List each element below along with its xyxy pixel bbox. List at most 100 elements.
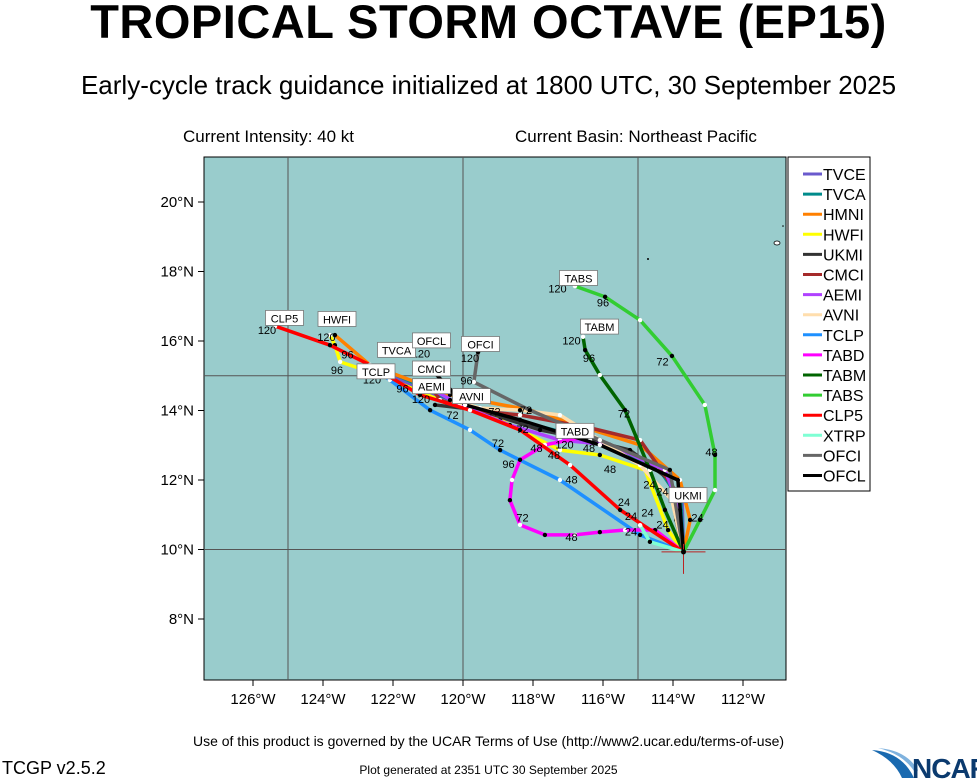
model-label: HWFI (323, 314, 351, 326)
y-tick-label: 8°N (169, 611, 194, 628)
hour-label: 48 (604, 464, 616, 476)
track-point (622, 407, 628, 413)
model-label-box (559, 270, 598, 286)
x-tick-label: 120°W (440, 691, 486, 708)
model-label: UKMI (674, 491, 702, 503)
legend-label-tvce: TVCE (823, 167, 866, 184)
x-tick-label: 116°W (581, 691, 626, 708)
track-point (507, 497, 513, 503)
y-tick-label: 18°N (160, 264, 194, 281)
hour-label: 48 (565, 474, 577, 486)
hour-label: 96 (341, 349, 353, 361)
track-point (542, 532, 548, 538)
track-point (582, 347, 588, 353)
track-point (667, 467, 673, 473)
track-tabd (508, 436, 685, 554)
hour-label: 48 (583, 443, 595, 455)
hour-label: 120 (412, 394, 430, 406)
track-point (712, 487, 718, 493)
hour-label: 72 (520, 405, 532, 417)
model-label-box (580, 318, 619, 335)
track-point (427, 407, 433, 413)
current-position-marker (661, 543, 706, 574)
legend-label-aemi: AEMI (823, 288, 862, 305)
track-point (572, 532, 578, 538)
hour-label: 48 (705, 447, 717, 459)
model-label: TABD (561, 426, 590, 438)
track-point (517, 412, 523, 418)
hour-label: 72 (656, 356, 668, 368)
hour-label: 96 (396, 383, 408, 395)
y-tick-label: 12°N (160, 472, 194, 489)
hour-label: 48 (548, 450, 560, 462)
map-grid (204, 157, 786, 680)
legend-label-ofci: OFCI (823, 448, 861, 465)
track-point (675, 477, 681, 483)
legend-label-cmci: CMCI (823, 268, 864, 285)
legend-label-ukmi: UKMI (823, 247, 863, 264)
hour-label: 120 (562, 335, 580, 347)
legend-label-xtrp: XTRP (823, 428, 866, 445)
hour-label: 120 (258, 325, 276, 337)
track-point (712, 452, 718, 458)
track-point (567, 462, 573, 468)
track-point (337, 359, 343, 365)
track-point (637, 317, 643, 323)
model-label-box (356, 363, 396, 380)
track-point (622, 527, 628, 533)
hour-label: 96 (597, 297, 609, 309)
generated-time: Plot generated at 2351 UTC 30 September … (359, 763, 618, 777)
storm-title: TROPICAL STORM OCTAVE (EP15) (90, 0, 887, 48)
track-point (597, 442, 603, 448)
x-tick-label: 118°W (511, 691, 556, 708)
legend-label-tclp: TCLP (823, 328, 864, 345)
hour-label: 24 (656, 520, 668, 532)
model-label-box (265, 310, 304, 326)
current-intensity: Current Intensity: 40 kt (183, 127, 355, 146)
track-point (597, 452, 603, 458)
track-point (517, 427, 523, 433)
hour-label: 120 (555, 440, 573, 452)
legend-box (787, 156, 871, 492)
track-point (702, 402, 708, 408)
track-point (517, 522, 523, 528)
track-point (662, 507, 668, 513)
storm-center (681, 549, 686, 555)
svg-text:NCAR: NCAR (912, 753, 977, 780)
hour-label: 24 (625, 511, 637, 523)
model-label-box (555, 422, 595, 439)
track-point (557, 412, 563, 418)
model-label-box (461, 336, 500, 352)
hour-label: 72 (516, 424, 528, 436)
hour-label: 24 (641, 507, 653, 519)
hour-label: 24 (643, 480, 655, 492)
terms-of-use: Use of this product is governed by the U… (192, 733, 785, 749)
axis-ticks: 126°W 124°W 122°W 120°W 118°W 116°W 114°W 112°W… (160, 194, 765, 708)
hour-label: 72 (618, 408, 630, 420)
hour-label: 72 (492, 438, 504, 450)
model-label: CMCI (417, 364, 445, 376)
current-basin: Current Basin: Northeast Pacific (515, 127, 757, 146)
x-tick-label: 114°W (651, 691, 696, 708)
model-label-box (668, 487, 708, 504)
track-point (447, 397, 453, 403)
hour-label: 120 (317, 332, 335, 344)
model-label: TABM (585, 322, 615, 334)
legend-label-ofcl: OFCL (823, 469, 866, 486)
y-tick-label: 16°N (160, 333, 194, 350)
model-label-box (412, 332, 451, 349)
model-label-box (377, 341, 416, 358)
x-tick-label: 122°W (370, 691, 416, 708)
track-point (557, 447, 563, 453)
track-point (665, 527, 671, 533)
track-point (597, 372, 603, 378)
track-point (517, 457, 523, 463)
track-point (687, 517, 693, 523)
model-label-box (317, 311, 357, 327)
hour-label: 24 (691, 513, 703, 525)
track-point (327, 342, 333, 348)
track-point (637, 532, 643, 538)
track-point (471, 379, 477, 385)
track-point (467, 427, 473, 433)
